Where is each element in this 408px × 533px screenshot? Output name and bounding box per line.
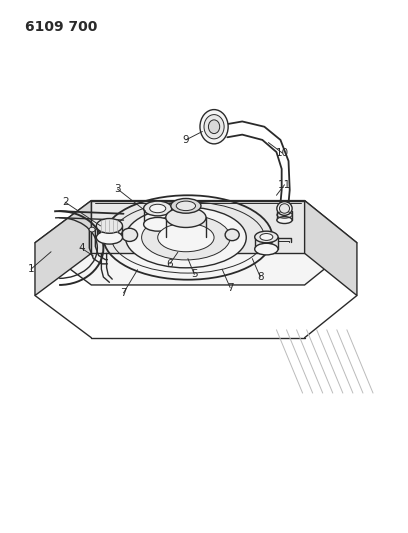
Ellipse shape <box>176 201 195 211</box>
Ellipse shape <box>171 198 201 213</box>
Text: 3: 3 <box>114 184 121 194</box>
Ellipse shape <box>96 231 122 244</box>
Text: 6109 700: 6109 700 <box>25 20 97 34</box>
Ellipse shape <box>255 243 278 255</box>
Ellipse shape <box>204 115 224 139</box>
Text: 4: 4 <box>78 243 84 253</box>
Text: 2: 2 <box>62 197 69 207</box>
Ellipse shape <box>255 231 278 243</box>
Ellipse shape <box>150 204 166 213</box>
Text: 6: 6 <box>166 259 173 269</box>
Ellipse shape <box>122 228 137 241</box>
Ellipse shape <box>166 207 206 228</box>
Text: 7: 7 <box>120 288 127 298</box>
Ellipse shape <box>200 110 228 144</box>
Text: 10: 10 <box>276 148 289 158</box>
Ellipse shape <box>279 204 290 213</box>
Polygon shape <box>91 200 305 253</box>
Ellipse shape <box>144 201 172 216</box>
Ellipse shape <box>277 201 292 215</box>
Text: 5: 5 <box>191 269 197 279</box>
Polygon shape <box>35 200 91 295</box>
Ellipse shape <box>96 219 122 233</box>
Ellipse shape <box>260 233 273 240</box>
Ellipse shape <box>277 216 292 223</box>
Text: 11: 11 <box>278 180 291 190</box>
Ellipse shape <box>144 217 172 231</box>
Ellipse shape <box>208 120 220 134</box>
Ellipse shape <box>126 207 246 268</box>
Polygon shape <box>305 200 357 295</box>
Text: 9: 9 <box>182 135 189 145</box>
Text: 7: 7 <box>227 282 233 293</box>
Text: 8: 8 <box>257 272 264 282</box>
Ellipse shape <box>89 227 95 232</box>
Ellipse shape <box>225 229 239 241</box>
Text: 1: 1 <box>28 264 34 274</box>
Ellipse shape <box>158 223 214 252</box>
Polygon shape <box>35 200 357 285</box>
Ellipse shape <box>142 215 230 260</box>
